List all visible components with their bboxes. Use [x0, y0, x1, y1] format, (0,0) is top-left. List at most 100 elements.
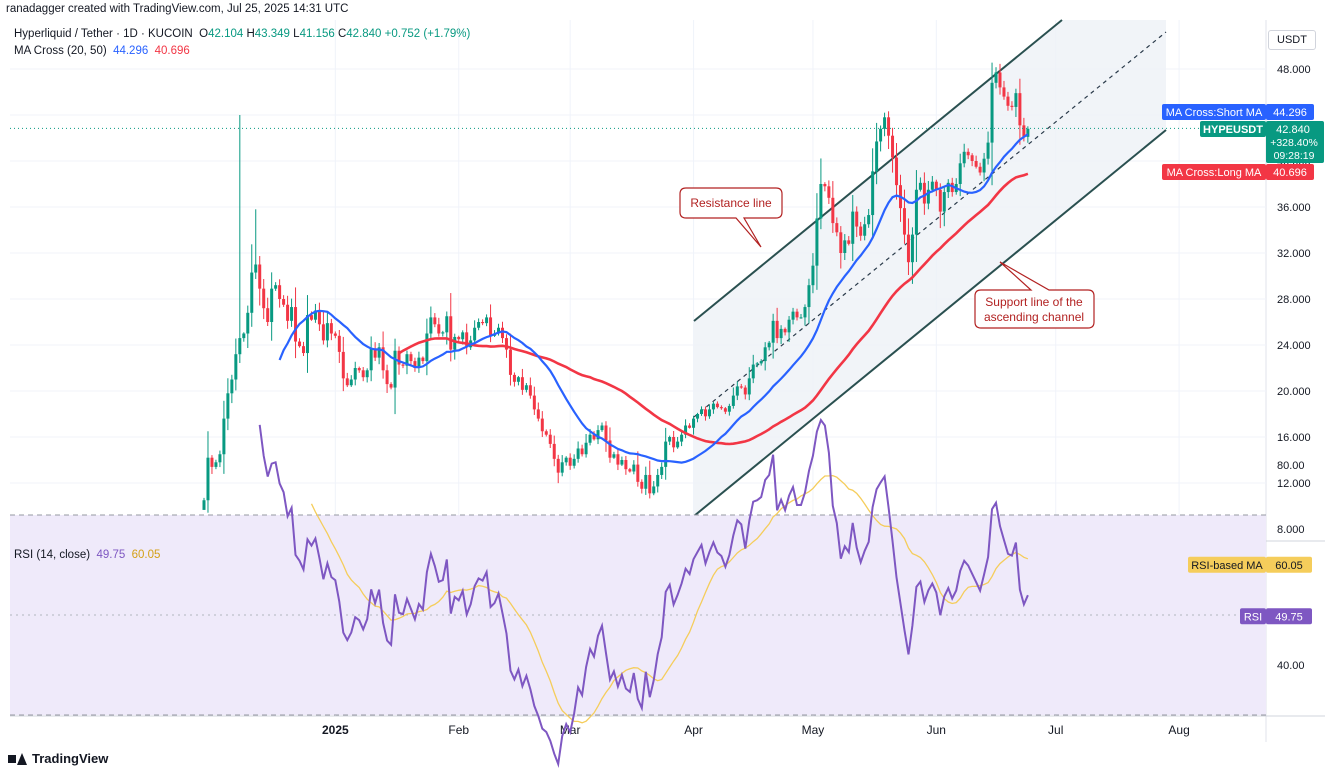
candle-body [998, 72, 1002, 88]
candle-body [373, 348, 377, 358]
candle-body [405, 354, 409, 366]
ma-cross-label: MA Cross (20, 50) [14, 45, 107, 57]
candle-body [242, 333, 246, 339]
candle-body [317, 310, 321, 325]
rsi-band [10, 515, 1266, 715]
candle-body [791, 311, 795, 320]
candle-body [1018, 93, 1022, 126]
candle-body [489, 317, 493, 336]
time-tick-label: Apr [684, 723, 703, 737]
ma-long-value: 40.696 [154, 45, 190, 57]
candle-body [325, 323, 329, 341]
candle-body [895, 157, 899, 186]
candle-body [875, 141, 879, 172]
candle-body [560, 462, 564, 473]
last-price-value-text: 42.840 [1276, 124, 1310, 136]
candle-body [771, 320, 775, 343]
candle-body [608, 440, 612, 458]
candle-body [417, 357, 421, 368]
candle-body [755, 363, 759, 365]
candle-body [986, 142, 990, 159]
channel-midline [693, 31, 1167, 418]
candle-body [835, 223, 839, 233]
candle-body [1010, 105, 1014, 107]
candle-body [421, 357, 425, 362]
candle-body [536, 409, 540, 419]
candle-body [504, 338, 508, 350]
candle-body [270, 288, 274, 322]
candle-body [286, 304, 290, 321]
price-tick-label: 16.000 [1277, 432, 1311, 444]
candle-body [441, 332, 445, 334]
candle-body [226, 393, 230, 419]
candle-body [938, 189, 942, 212]
annotations: Resistance line Support line of theascend… [679, 187, 1095, 329]
candle-body [962, 151, 966, 164]
candle-body [294, 307, 298, 342]
candle-body [349, 379, 353, 386]
candle-body [333, 333, 337, 336]
candle-body [803, 307, 807, 318]
candle-body [592, 434, 596, 440]
price-tick-label: 36.000 [1277, 202, 1311, 214]
countdown-text: 09:28:19 [1274, 150, 1315, 162]
candle-body [544, 431, 548, 435]
price-tick-label: 8.000 [1277, 524, 1305, 536]
support-line [693, 129, 1167, 517]
last-price-name-text: HYPEUSDT [1203, 124, 1263, 136]
candle-body [425, 333, 429, 362]
candle-body [465, 332, 469, 348]
low-value: 41.156 [299, 28, 335, 40]
candle-body [839, 232, 843, 253]
candle-body [254, 264, 258, 273]
last-price-value-tag [1266, 121, 1324, 163]
candle-body [652, 486, 656, 494]
candle-body [684, 425, 688, 435]
candle-body [863, 224, 867, 236]
candle-body [266, 308, 270, 322]
candle-body [238, 338, 242, 355]
credit-text: ranadagger created with TradingView.com,… [6, 3, 349, 15]
candle-body [477, 322, 481, 328]
candle-body [628, 469, 632, 472]
candle-body [823, 184, 827, 187]
time-tick-label: Feb [448, 723, 469, 737]
candle-body [282, 299, 286, 305]
candle-body [887, 117, 891, 136]
rsi-line [258, 417, 1029, 768]
candle-body [1006, 96, 1010, 106]
time-tick-label: Jun [927, 723, 946, 737]
candle-body [922, 182, 926, 204]
candle-body [807, 285, 811, 308]
open-value: 42.104 [208, 28, 244, 40]
ma-long-name-tag [1162, 164, 1266, 180]
candle-body [871, 171, 875, 216]
currency-button[interactable]: USDT [1268, 30, 1316, 50]
candle-body [218, 454, 222, 463]
candle-body [620, 460, 624, 465]
candle-body [393, 350, 397, 388]
candle-body [485, 317, 489, 324]
candle-body [664, 441, 668, 467]
candle-body [596, 430, 600, 440]
candle-body [321, 324, 325, 341]
candle-body [210, 457, 214, 467]
candle-body [982, 158, 986, 173]
candle-body [302, 346, 305, 354]
candle-body [365, 370, 369, 378]
ma-legend: MA Cross (20, 50) 44.296 40.696 [14, 45, 190, 57]
candle-body [970, 155, 974, 161]
annotation-support-text-line1: Support line of the [985, 295, 1083, 309]
candle-body [787, 319, 791, 333]
candle-body [767, 342, 771, 348]
candle-body [946, 182, 950, 193]
candle-body [990, 82, 994, 143]
candle-body [779, 328, 783, 339]
candle-body [934, 181, 938, 190]
candle-body [305, 315, 309, 354]
candle-body [783, 328, 787, 333]
candle-body [696, 414, 700, 419]
candle-body [660, 466, 664, 475]
candle-body [640, 481, 644, 489]
